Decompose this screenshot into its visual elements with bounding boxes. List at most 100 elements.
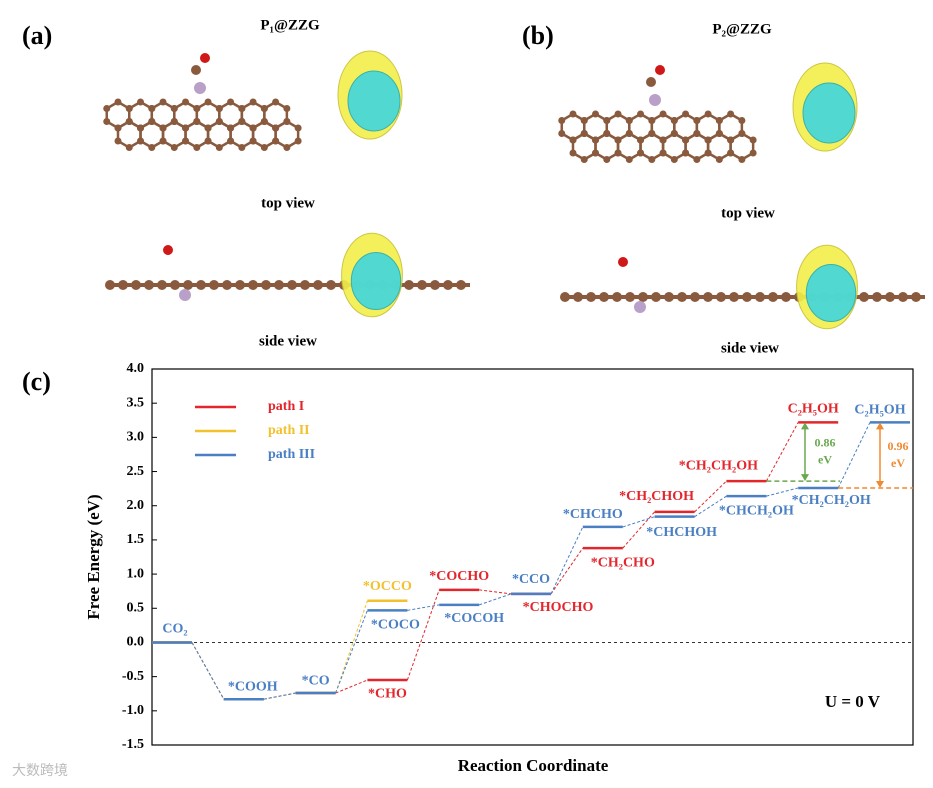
atom — [272, 137, 280, 145]
level-label: *OCCO — [363, 579, 412, 594]
atom — [768, 292, 778, 302]
connector — [191, 642, 225, 700]
level-label: *CH₂CH₂OH — [792, 493, 871, 508]
atom — [677, 292, 687, 302]
atom — [430, 280, 440, 290]
atom — [294, 137, 302, 145]
atom — [170, 280, 180, 290]
atom — [560, 292, 570, 302]
bond-ring — [206, 120, 232, 149]
gap-label: 0.96 — [888, 439, 909, 453]
atom — [248, 280, 258, 290]
atom — [313, 280, 323, 290]
level-label: *CHCHO — [563, 507, 623, 522]
atom — [612, 292, 622, 302]
atom — [182, 124, 190, 132]
atom — [682, 136, 690, 144]
arrow-head — [801, 422, 809, 430]
level-label: *COCOH — [444, 611, 504, 626]
atom — [260, 144, 268, 151]
connector — [335, 610, 368, 694]
panel-title: P₁@ZZG — [260, 17, 320, 33]
view-label: side view — [721, 340, 779, 356]
level-label: *COOH — [228, 679, 278, 694]
bond-ring — [251, 120, 277, 149]
level-label: *CO — [302, 673, 330, 688]
legend-label: path I — [268, 399, 304, 414]
atom — [235, 280, 245, 290]
atom — [586, 292, 596, 302]
atom — [599, 292, 609, 302]
atom — [727, 110, 735, 118]
o-atom — [200, 53, 210, 63]
atom — [118, 280, 128, 290]
atom — [580, 117, 588, 124]
p-atom — [634, 301, 646, 313]
atom — [159, 98, 167, 106]
atom — [204, 124, 212, 132]
atom — [738, 130, 746, 137]
bond-ring — [661, 132, 687, 161]
atom — [272, 98, 280, 106]
atom — [114, 137, 122, 145]
connector — [406, 589, 440, 681]
atom — [170, 144, 178, 151]
atom — [648, 156, 656, 163]
y-tick-label: 0.5 — [127, 600, 145, 615]
atom — [614, 136, 622, 144]
atom — [261, 280, 271, 290]
y-tick-label: 0.0 — [127, 635, 145, 650]
atom — [148, 144, 156, 151]
level-label: *CH₂CHOH — [619, 489, 694, 504]
watermark: 大数跨境 — [12, 763, 68, 779]
atom — [300, 280, 310, 290]
atom — [558, 117, 566, 124]
level-label: *CHOCHO — [523, 600, 594, 615]
legend-label: path II — [268, 423, 310, 438]
atom — [911, 292, 921, 302]
bond-ring — [274, 120, 300, 149]
bond-ring — [729, 132, 755, 161]
atom — [670, 130, 678, 137]
view-label: side view — [259, 333, 317, 349]
gap-label: eV — [818, 452, 832, 466]
atom — [885, 292, 895, 302]
y-axis-label: Free Energy (eV) — [84, 494, 103, 619]
panel-title: P₂@ZZG — [712, 21, 772, 37]
atom — [690, 292, 700, 302]
atom — [249, 137, 257, 145]
atom — [614, 110, 622, 118]
arrow-head — [801, 474, 809, 482]
level-label: *COCHO — [429, 569, 489, 584]
atom — [170, 105, 178, 112]
atom — [193, 144, 201, 151]
atom — [704, 110, 712, 118]
bond-ring — [161, 120, 187, 149]
density-cyan — [805, 264, 857, 322]
level-label: *COCO — [371, 618, 420, 633]
atom — [137, 98, 145, 106]
level-label: C₂H₅OH — [854, 403, 905, 418]
atom — [125, 118, 133, 125]
c-atom — [191, 65, 201, 75]
atom — [651, 292, 661, 302]
atom — [670, 117, 678, 124]
connector — [766, 487, 799, 497]
density-cyan — [802, 82, 856, 144]
atom — [404, 280, 414, 290]
atom — [603, 156, 611, 163]
level-label: *CH₂CH₂OH — [679, 458, 758, 473]
atom — [272, 124, 280, 132]
atom — [716, 292, 726, 302]
atom — [738, 156, 746, 163]
atom — [742, 292, 752, 302]
atom — [222, 280, 232, 290]
atom — [659, 110, 667, 118]
connector — [407, 604, 440, 611]
atom — [137, 124, 145, 132]
bond-ring — [639, 132, 665, 161]
atom — [274, 280, 284, 290]
atom — [227, 137, 235, 145]
connector — [765, 422, 799, 482]
